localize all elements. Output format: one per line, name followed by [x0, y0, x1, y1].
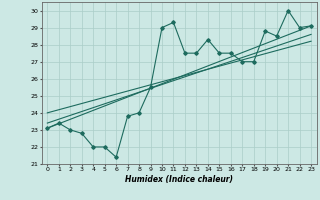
X-axis label: Humidex (Indice chaleur): Humidex (Indice chaleur)	[125, 175, 233, 184]
